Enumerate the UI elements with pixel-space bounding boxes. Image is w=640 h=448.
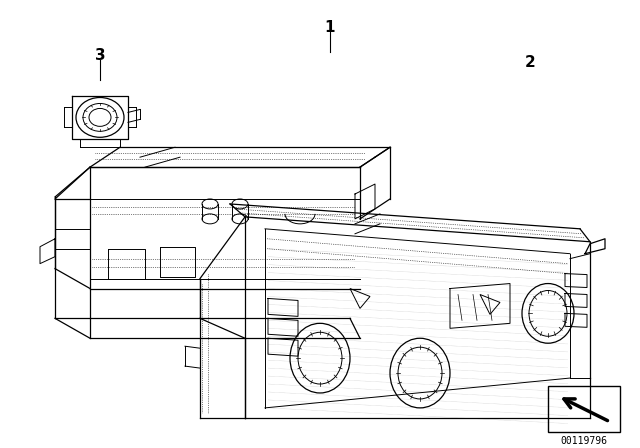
Bar — [548, 386, 620, 432]
Text: 1: 1 — [324, 20, 335, 35]
Text: 00119796: 00119796 — [561, 436, 607, 446]
Text: 3: 3 — [95, 48, 106, 63]
Text: 2: 2 — [525, 55, 536, 70]
